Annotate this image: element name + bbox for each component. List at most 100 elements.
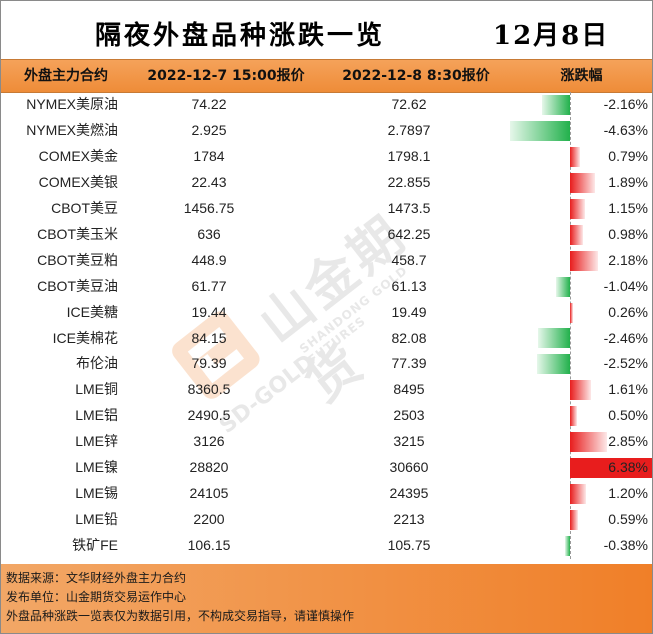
column-header-contract: 外盘主力合约 bbox=[24, 68, 108, 84]
table-row: LME铅 2200 2213 0.59% bbox=[1, 507, 652, 533]
contract-name: CBOT美玉米 bbox=[37, 225, 118, 242]
change-percent: 0.98% bbox=[608, 225, 648, 242]
prev-price: 8360.5 bbox=[187, 381, 231, 398]
change-percent: -2.16% bbox=[603, 96, 648, 112]
contract-name: CBOT美豆 bbox=[51, 199, 118, 216]
table-header: 外盘主力合约 2022-12-7 15:00报价 2022-12-8 8:30报… bbox=[1, 59, 652, 93]
footer: 数据来源：文华财经外盘主力合约 发布单位：山金期货交易运作中心 外盘品种涨跌一览… bbox=[1, 564, 652, 633]
change-bar bbox=[570, 224, 583, 245]
contract-name: LME铝 bbox=[75, 407, 118, 424]
change-percent: 1.61% bbox=[608, 381, 648, 398]
current-price: 22.855 bbox=[387, 173, 431, 190]
prev-price: 2490.5 bbox=[187, 407, 231, 424]
change-percent: 0.59% bbox=[608, 511, 648, 528]
table-row: CBOT美豆粕 448.9 458.7 2.18% bbox=[1, 248, 652, 274]
change-percent: 0.79% bbox=[608, 147, 648, 164]
change-bar bbox=[570, 250, 599, 271]
change-axis-line bbox=[570, 92, 572, 559]
footer-publisher: 发布单位：山金期货交易运作中心 bbox=[6, 590, 187, 604]
footer-disclaimer: 外盘品种涨跌一览表仅为数据引用，不构成交易指导，请谨慎操作 bbox=[6, 609, 355, 623]
contract-name: NYMEX美原油 bbox=[26, 96, 118, 112]
current-price: 82.08 bbox=[391, 329, 427, 346]
contract-name: COMEX美金 bbox=[38, 147, 118, 164]
contract-name: ICE美糖 bbox=[66, 303, 118, 320]
change-percent: 0.26% bbox=[608, 303, 648, 320]
prev-price: 2.925 bbox=[191, 121, 227, 138]
table-row: LME铝 2490.5 2503 0.50% bbox=[1, 403, 652, 429]
change-percent: 1.15% bbox=[608, 199, 648, 216]
contract-name: 布伦油 bbox=[76, 355, 118, 372]
table-row: LME铜 8360.5 8495 1.61% bbox=[1, 377, 652, 403]
contract-name: COMEX美银 bbox=[38, 173, 118, 190]
change-bar bbox=[509, 120, 570, 141]
change-percent: 2.18% bbox=[608, 251, 648, 268]
column-header-now-price: 2022-12-8 8:30报价 bbox=[342, 68, 490, 84]
change-percent: 2.85% bbox=[608, 433, 648, 450]
report-date: 12月8日 bbox=[493, 21, 610, 51]
change-bar bbox=[570, 510, 578, 531]
change-bar bbox=[570, 380, 591, 401]
change-bar bbox=[570, 484, 586, 505]
current-price: 2213 bbox=[393, 511, 425, 528]
table-row: CBOT美玉米 636 642.25 0.98% bbox=[1, 222, 652, 248]
change-bar bbox=[570, 302, 574, 323]
table-row: ICE美棉花 84.15 82.08 -2.46% bbox=[1, 326, 652, 352]
prev-price: 448.9 bbox=[191, 251, 227, 268]
table-row: COMEX美金 1784 1798.1 0.79% bbox=[1, 144, 652, 170]
table-row: COMEX美银 22.43 22.855 1.89% bbox=[1, 170, 652, 196]
current-price: 458.7 bbox=[391, 251, 427, 268]
change-percent: -0.38% bbox=[603, 537, 648, 554]
change-bar bbox=[570, 172, 595, 193]
table-row: NYMEX美燃油 2.925 2.7897 -4.63% bbox=[1, 118, 652, 144]
contract-name: CBOT美豆油 bbox=[37, 277, 118, 294]
title-bar: 隔夜外盘品种涨跌一览 12月8日 bbox=[1, 1, 652, 59]
contract-name: 铁矿FE bbox=[72, 537, 118, 554]
prev-price: 19.44 bbox=[191, 303, 227, 320]
change-percent: 1.20% bbox=[608, 485, 648, 502]
contract-name: LME锡 bbox=[75, 485, 118, 502]
prev-price: 79.39 bbox=[191, 355, 227, 372]
column-header-prev-price: 2022-12-7 15:00报价 bbox=[147, 68, 305, 84]
current-price: 72.62 bbox=[391, 96, 427, 112]
contract-name: CBOT美豆粕 bbox=[37, 251, 118, 268]
change-percent: -2.52% bbox=[603, 355, 648, 372]
prev-price: 1456.75 bbox=[183, 199, 235, 216]
contract-name: ICE美棉花 bbox=[52, 329, 118, 346]
current-price: 2503 bbox=[393, 407, 425, 424]
current-price: 1798.1 bbox=[387, 147, 431, 164]
change-bar bbox=[570, 406, 577, 427]
table-row: LME锡 24105 24395 1.20% bbox=[1, 481, 652, 507]
contract-name: LME铜 bbox=[75, 381, 118, 398]
table-row: CBOT美豆油 61.77 61.13 -1.04% bbox=[1, 274, 652, 300]
change-bar bbox=[570, 458, 652, 479]
prev-price: 2200 bbox=[193, 511, 225, 528]
footer-source: 数据来源：文华财经外盘主力合约 bbox=[6, 571, 187, 585]
contract-name: LME锌 bbox=[75, 433, 118, 450]
prev-price: 74.22 bbox=[191, 96, 227, 112]
prev-price: 24105 bbox=[189, 485, 229, 502]
change-percent: 1.89% bbox=[608, 173, 648, 190]
prev-price: 3126 bbox=[193, 433, 225, 450]
current-price: 77.39 bbox=[391, 355, 427, 372]
current-price: 3215 bbox=[393, 433, 425, 450]
change-bar bbox=[541, 94, 570, 115]
table-row: 布伦油 79.39 77.39 -2.52% bbox=[1, 351, 652, 377]
page-title: 隔夜外盘品种涨跌一览 bbox=[95, 21, 386, 51]
prev-price: 22.43 bbox=[191, 173, 227, 190]
table-row: LME镍 28820 30660 6.38% bbox=[1, 455, 652, 481]
prev-price: 1784 bbox=[193, 147, 225, 164]
change-bar bbox=[537, 328, 570, 349]
column-header-change: 涨跌幅 bbox=[560, 68, 603, 84]
contract-name: LME镍 bbox=[75, 459, 118, 476]
contract-name: NYMEX美燃油 bbox=[26, 121, 118, 138]
current-price: 642.25 bbox=[387, 225, 431, 242]
prev-price: 106.15 bbox=[187, 537, 231, 554]
change-percent: -1.04% bbox=[603, 277, 648, 294]
current-price: 8495 bbox=[393, 381, 425, 398]
table-row: NYMEX美原油 74.22 72.62 -2.16% bbox=[1, 92, 652, 118]
current-price: 2.7897 bbox=[387, 121, 431, 138]
current-price: 30660 bbox=[389, 459, 429, 476]
current-price: 19.49 bbox=[391, 303, 427, 320]
prev-price: 636 bbox=[197, 225, 221, 242]
